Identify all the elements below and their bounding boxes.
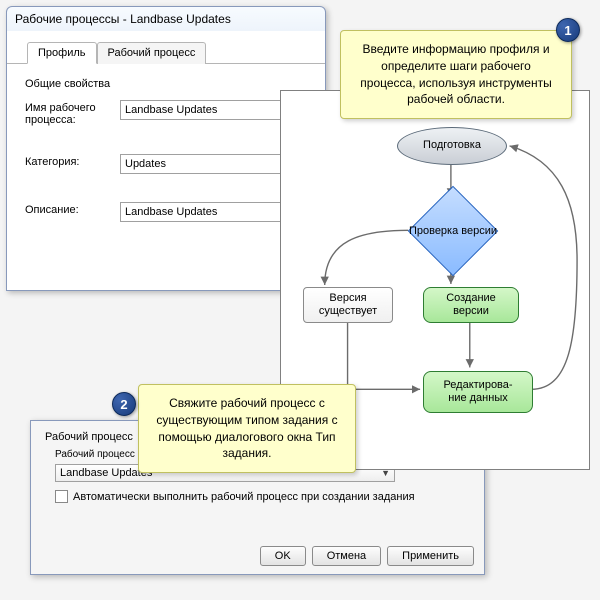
tab-bar: Профиль Рабочий процесс: [7, 31, 325, 64]
profile-panel: Общие свойства Имя рабочего процесса: Ка…: [7, 64, 325, 236]
badge-1: 1: [556, 18, 580, 42]
tab-profile[interactable]: Профиль: [27, 42, 97, 64]
callout-1: Введите информацию профиля и определите …: [340, 30, 572, 119]
badge-2: 2: [112, 392, 136, 416]
cancel-button[interactable]: Отмена: [312, 546, 381, 566]
workflow-properties-window: Рабочие процессы - Landbase Updates Проф…: [6, 6, 326, 291]
node-create-version[interactable]: Создание версии: [423, 287, 519, 323]
window-title: Рабочие процессы - Landbase Updates: [7, 7, 325, 31]
node-version-exists[interactable]: Версия существует: [303, 287, 393, 323]
section-title: Общие свойства: [25, 78, 307, 90]
name-label: Имя рабочего процесса:: [25, 100, 120, 126]
node-edit-data[interactable]: Редактирова- ние данных: [423, 371, 533, 413]
callout-2: Свяжите рабочий процесс с существующим т…: [138, 384, 356, 473]
node-check-label: Проверка версии: [407, 199, 499, 263]
auto-run-checkbox[interactable]: [55, 490, 68, 503]
dialog-buttons: OK Отмена Применить: [260, 546, 474, 566]
category-label: Категория:: [25, 154, 120, 168]
name-input[interactable]: [120, 100, 307, 120]
callout-1-text: Введите информацию профиля и определите …: [360, 42, 551, 106]
tab-workflow[interactable]: Рабочий процесс: [97, 42, 207, 64]
description-input[interactable]: [120, 202, 307, 222]
description-label: Описание:: [25, 202, 120, 216]
auto-run-label: Автоматически выполнить рабочий процесс …: [73, 491, 415, 503]
ok-button[interactable]: OK: [260, 546, 306, 566]
callout-2-text: Свяжите рабочий процесс с существующим т…: [156, 396, 337, 460]
apply-button[interactable]: Применить: [387, 546, 474, 566]
node-check[interactable]: Проверка версии: [407, 199, 499, 263]
node-prep[interactable]: Подготовка: [397, 127, 507, 165]
category-input[interactable]: [120, 154, 307, 174]
